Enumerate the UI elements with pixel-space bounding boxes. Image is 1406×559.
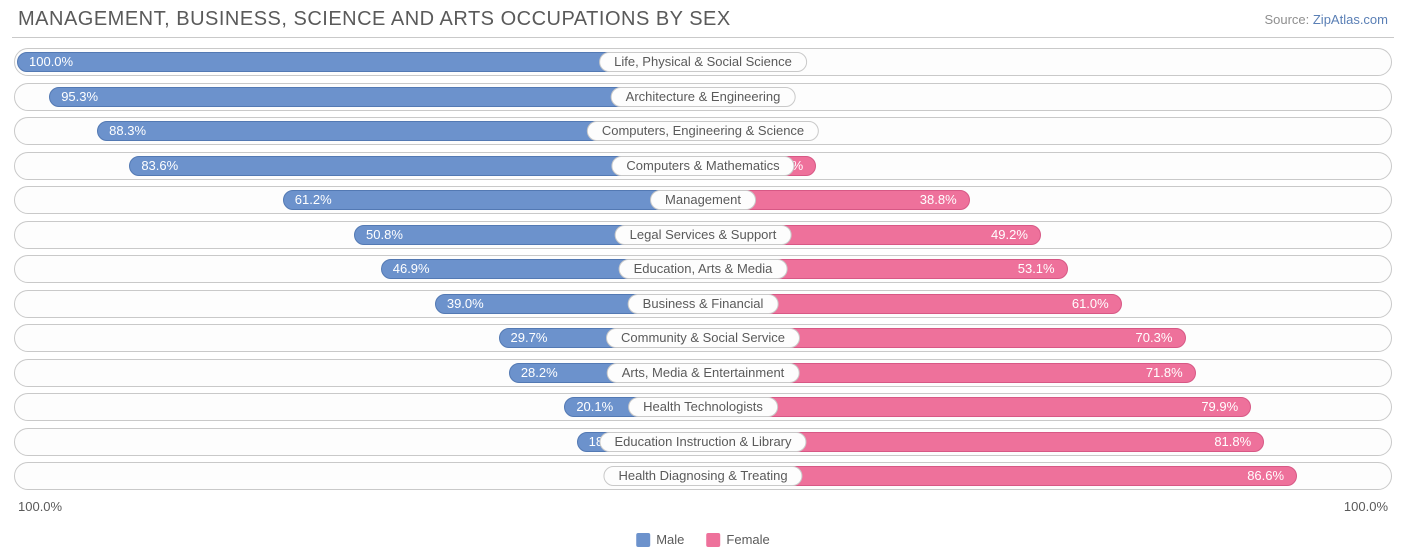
bar-row: 83.6%16.4%Computers & Mathematics [14, 152, 1392, 180]
value-female: 81.8% [1214, 429, 1251, 455]
diverging-bar-chart: 100.0%0.0%Life, Physical & Social Scienc… [0, 48, 1406, 490]
category-label: Life, Physical & Social Science [599, 52, 807, 72]
axis-left-label: 100.0% [18, 499, 62, 514]
value-male: 39.0% [447, 291, 484, 317]
value-male: 95.3% [61, 84, 98, 110]
category-label: Computers, Engineering & Science [587, 121, 819, 141]
bar-row: 100.0%0.0%Life, Physical & Social Scienc… [14, 48, 1392, 76]
value-female: 38.8% [920, 187, 957, 213]
category-label: Health Technologists [628, 397, 778, 417]
bar-row: 46.9% 53.1% Education, Arts & Media [14, 255, 1392, 283]
legend-label-female: Female [726, 532, 769, 547]
value-male: 46.9% [393, 256, 430, 282]
bar-row: 18.3%81.8%Education Instruction & Librar… [14, 428, 1392, 456]
bar-row: 61.2% 38.8% Management [14, 186, 1392, 214]
category-label: Architecture & Engineering [611, 87, 796, 107]
value-female: 53.1% [1018, 256, 1055, 282]
x-axis: 100.0% 100.0% [0, 497, 1406, 514]
bar-row: 39.0% 61.0% Business & Financial [14, 290, 1392, 318]
swatch-male [636, 533, 650, 547]
value-female: 61.0% [1072, 291, 1109, 317]
bar-male [49, 87, 702, 107]
bar-male [283, 190, 702, 210]
category-label: Education Instruction & Library [599, 432, 806, 452]
category-label: Education, Arts & Media [619, 259, 788, 279]
category-label: Legal Services & Support [615, 225, 792, 245]
bar-row: 13.4%86.6%Health Diagnosing & Treating [14, 462, 1392, 490]
source-link[interactable]: ZipAtlas.com [1313, 12, 1388, 27]
value-female: 86.6% [1247, 463, 1284, 489]
bar-row: 95.3%4.7%Architecture & Engineering [14, 83, 1392, 111]
header-divider [12, 37, 1394, 38]
legend-item-male: Male [636, 532, 684, 547]
value-male: 61.2% [295, 187, 332, 213]
value-male: 28.2% [521, 360, 558, 386]
legend-label-male: Male [656, 532, 684, 547]
chart-source: Source: ZipAtlas.com [1264, 12, 1388, 27]
legend-item-female: Female [706, 532, 769, 547]
value-male: 100.0% [29, 49, 73, 75]
value-female: 49.2% [991, 222, 1028, 248]
value-male: 83.6% [141, 153, 178, 179]
value-male: 88.3% [109, 118, 146, 144]
category-label: Arts, Media & Entertainment [607, 363, 800, 383]
bar-row: 88.3%11.7%Computers, Engineering & Scien… [14, 117, 1392, 145]
source-prefix: Source: [1264, 12, 1312, 27]
value-female: 70.3% [1136, 325, 1173, 351]
value-female: 71.8% [1146, 360, 1183, 386]
legend: Male Female [636, 532, 770, 547]
bar-row: 20.1% 79.9% Health Technologists [14, 393, 1392, 421]
bar-row: 29.7% 70.3% Community & Social Service [14, 324, 1392, 352]
axis-right-label: 100.0% [1344, 499, 1388, 514]
bar-row: 28.2% 71.8% Arts, Media & Entertainment [14, 359, 1392, 387]
category-label: Computers & Mathematics [611, 156, 794, 176]
chart-header: MANAGEMENT, BUSINESS, SCIENCE AND ARTS O… [0, 0, 1406, 37]
value-female: 79.9% [1201, 394, 1238, 420]
category-label: Management [650, 190, 756, 210]
value-male: 50.8% [366, 222, 403, 248]
category-label: Business & Financial [628, 294, 779, 314]
bar-female [704, 397, 1251, 417]
chart-title: MANAGEMENT, BUSINESS, SCIENCE AND ARTS O… [18, 8, 731, 31]
value-male: 29.7% [511, 325, 548, 351]
bar-row: 50.8% 49.2% Legal Services & Support [14, 221, 1392, 249]
category-label: Health Diagnosing & Treating [603, 466, 802, 486]
value-male: 20.1% [576, 394, 613, 420]
swatch-female [706, 533, 720, 547]
category-label: Community & Social Service [606, 328, 800, 348]
